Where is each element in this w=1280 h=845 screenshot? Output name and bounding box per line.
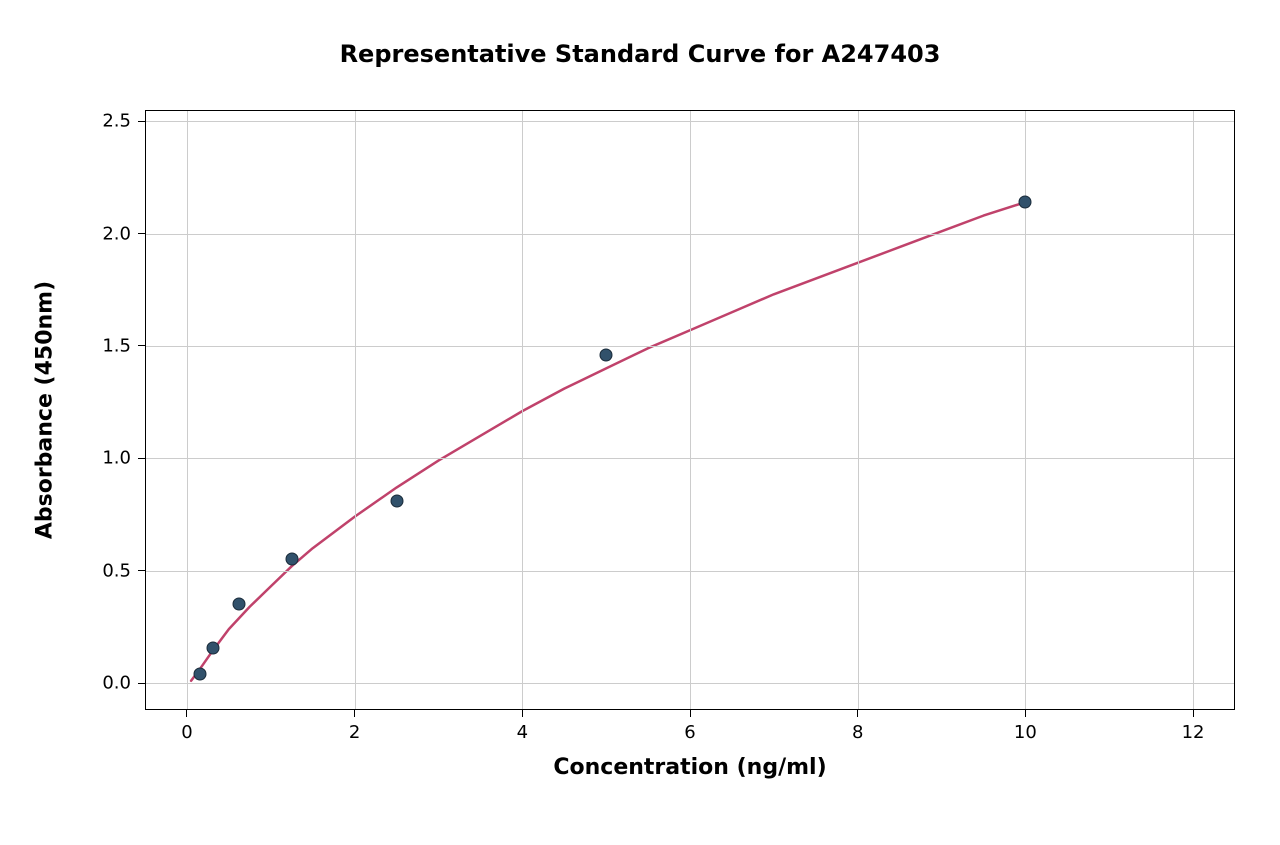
x-tick-label: 0 (181, 722, 192, 743)
x-tick-label: 4 (517, 722, 528, 743)
x-axis-label: Concentration (ng/ml) (553, 755, 826, 780)
y-tick-mark (138, 458, 145, 459)
y-tick-label: 0.0 (102, 673, 131, 694)
x-tick-mark (186, 710, 187, 717)
data-point (600, 348, 613, 361)
x-tick-mark (522, 710, 523, 717)
x-tick-label: 2 (349, 722, 360, 743)
chart-container: Representative Standard Curve for A24740… (0, 0, 1280, 845)
grid-line-vertical (522, 110, 523, 710)
x-tick-mark (1025, 710, 1026, 717)
y-tick-label: 2.0 (102, 223, 131, 244)
y-tick-mark (138, 345, 145, 346)
x-tick-mark (690, 710, 691, 717)
data-point (285, 553, 298, 566)
y-tick-label: 1.5 (102, 335, 131, 356)
x-tick-mark (857, 710, 858, 717)
x-tick-mark (1193, 710, 1194, 717)
grid-line-vertical (690, 110, 691, 710)
y-axis-label: Absorbance (450nm) (33, 281, 58, 539)
x-tick-mark (354, 710, 355, 717)
y-tick-label: 2.5 (102, 111, 131, 132)
grid-line-horizontal (145, 571, 1235, 572)
x-tick-label: 8 (852, 722, 863, 743)
x-tick-label: 10 (1014, 722, 1037, 743)
grid-line-vertical (187, 110, 188, 710)
grid-line-horizontal (145, 346, 1235, 347)
data-point (390, 495, 403, 508)
x-tick-label: 12 (1182, 722, 1205, 743)
grid-line-horizontal (145, 683, 1235, 684)
grid-line-vertical (355, 110, 356, 710)
grid-line-vertical (1193, 110, 1194, 710)
grid-line-horizontal (145, 458, 1235, 459)
y-tick-mark (138, 683, 145, 684)
data-point (233, 598, 246, 611)
y-tick-mark (138, 121, 145, 122)
grid-line-vertical (858, 110, 859, 710)
x-tick-label: 6 (684, 722, 695, 743)
grid-line-horizontal (145, 121, 1235, 122)
y-tick-label: 0.5 (102, 560, 131, 581)
data-point (194, 668, 207, 681)
y-tick-mark (138, 570, 145, 571)
data-point (207, 642, 220, 655)
y-tick-mark (138, 233, 145, 234)
y-tick-label: 1.0 (102, 448, 131, 469)
grid-line-horizontal (145, 234, 1235, 235)
chart-title: Representative Standard Curve for A24740… (0, 40, 1280, 68)
data-point (1019, 196, 1032, 209)
